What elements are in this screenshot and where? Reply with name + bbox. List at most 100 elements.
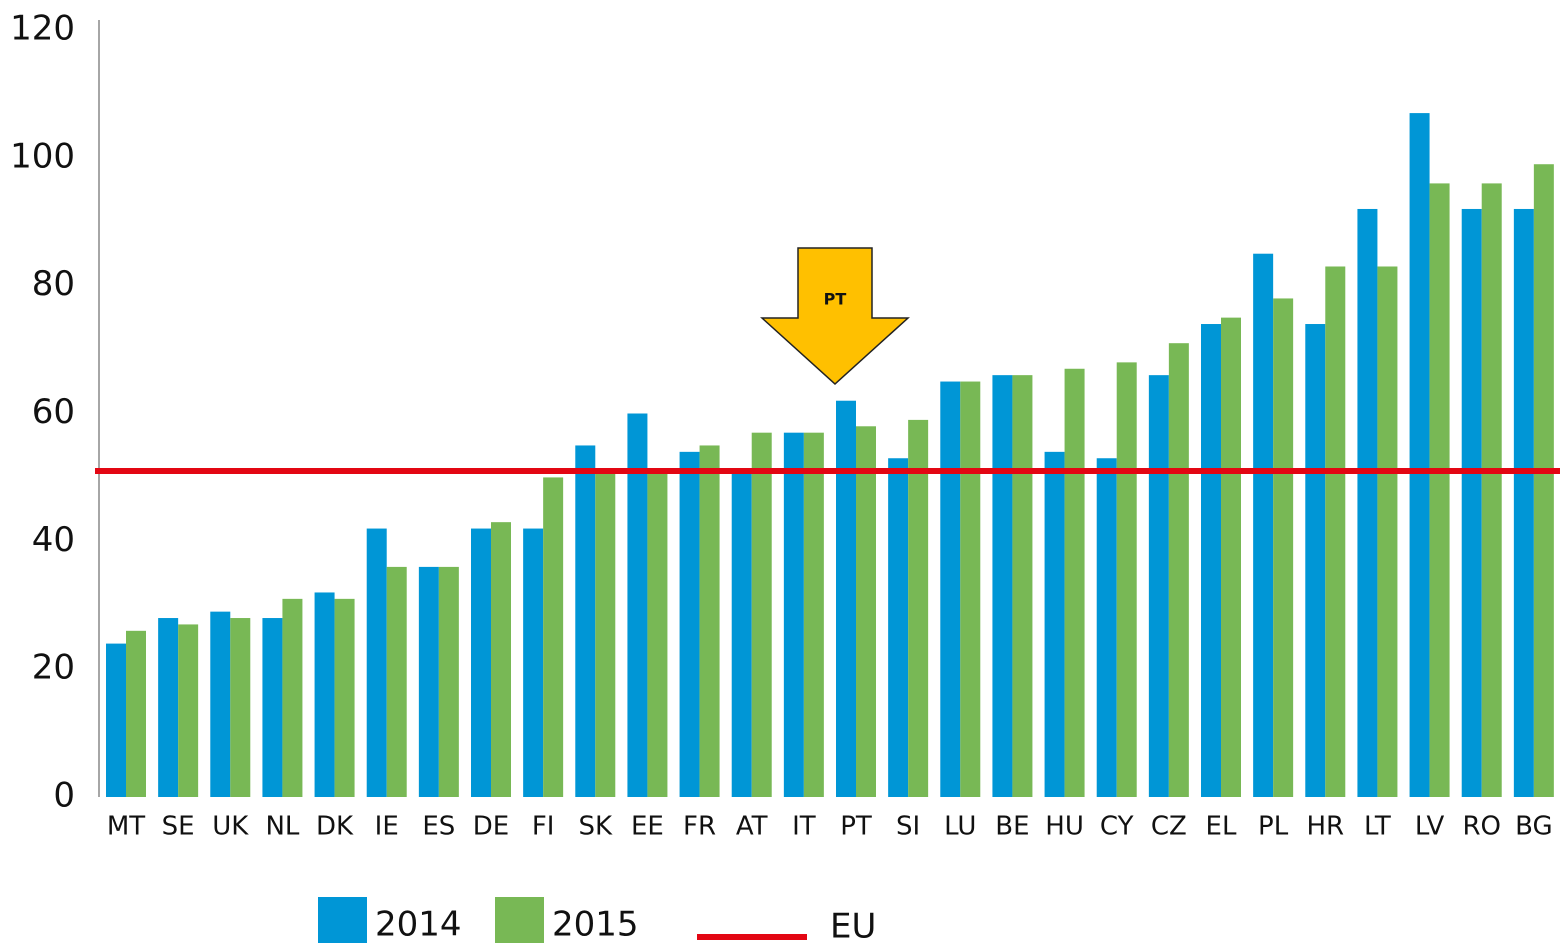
y-tick-label: 60: [32, 392, 75, 432]
bar: [314, 592, 335, 797]
bar: [1325, 266, 1346, 797]
bar: [106, 643, 126, 797]
bar: [1148, 375, 1169, 797]
legend-swatch: [495, 897, 544, 943]
y-tick-label: 100: [10, 136, 75, 176]
x-tick-label: LT: [1364, 812, 1391, 842]
x-tick-label: HU: [1045, 812, 1084, 842]
x-tick-label: SI: [896, 812, 920, 842]
bar: [731, 471, 752, 797]
x-tick-label: CZ: [1151, 812, 1187, 842]
bar: [418, 566, 439, 797]
bar: [1305, 324, 1326, 797]
bar: [1481, 183, 1502, 797]
x-tick-label: EE: [631, 812, 664, 842]
x-tick-label: FR: [683, 812, 716, 842]
x-tick-label: RO: [1462, 812, 1501, 842]
bar: [262, 618, 283, 797]
bar: [386, 566, 407, 797]
bar: [1409, 113, 1430, 797]
bar: [836, 400, 856, 797]
bar: [627, 413, 648, 797]
bar: [523, 528, 544, 797]
bar: [334, 598, 355, 797]
x-tick-label: BE: [995, 812, 1029, 842]
x-tick-label: SE: [162, 812, 195, 842]
x-tick-label: IT: [792, 812, 816, 842]
bar: [1429, 183, 1450, 797]
bar: [1012, 375, 1033, 797]
bar: [126, 630, 146, 797]
y-tick-label: 0: [53, 776, 75, 816]
x-tick-label: CY: [1100, 812, 1134, 842]
bar: [751, 432, 772, 797]
bar: [471, 528, 491, 797]
bar: [282, 598, 303, 797]
x-tick-label: BG: [1515, 812, 1553, 842]
bar: [210, 611, 231, 797]
bar: [158, 618, 179, 797]
legend-label: 2015: [552, 905, 639, 945]
y-tick-label: 120: [10, 9, 75, 49]
x-tick-label: FI: [532, 812, 555, 842]
legend-label: EU: [830, 907, 876, 945]
bar: [1116, 362, 1137, 797]
x-tick-label: DK: [316, 812, 354, 842]
x-tick-label: LV: [1415, 812, 1445, 842]
legend-swatch: [318, 897, 367, 943]
bar: [1533, 164, 1554, 798]
x-tick-label: EL: [1206, 812, 1237, 842]
bar: [1253, 253, 1274, 798]
x-tick-label: ES: [422, 812, 455, 842]
annotation-arrow: [760, 247, 910, 386]
bar: [595, 471, 616, 797]
bar: [543, 477, 564, 797]
x-tick-label: UK: [212, 812, 249, 842]
x-tick-label: IE: [375, 812, 399, 842]
x-tick-label: MT: [107, 812, 145, 842]
annotation-text: PT: [824, 290, 847, 309]
x-tick-label: DE: [473, 812, 509, 842]
bar: [1096, 458, 1117, 797]
x-tick-label: AT: [736, 812, 768, 842]
x-tick-label: LU: [944, 812, 976, 842]
bar: [908, 419, 929, 797]
bar: [888, 458, 909, 797]
bar: [491, 522, 511, 797]
bar: [438, 566, 459, 797]
legend-label: 2014: [375, 905, 462, 945]
bar: [575, 445, 596, 797]
bar: [1064, 368, 1085, 797]
x-tick-label: SK: [579, 812, 614, 842]
bar: [1461, 208, 1482, 797]
bar: [1201, 324, 1221, 797]
bar: [856, 426, 876, 797]
bar: [366, 528, 387, 797]
bar: [679, 451, 700, 797]
bar: [940, 381, 961, 797]
y-tick-label: 80: [32, 264, 75, 304]
y-tick-label: 40: [32, 520, 75, 560]
bar: [992, 375, 1013, 797]
bar: [960, 381, 981, 797]
bar: [803, 432, 824, 797]
bar: [699, 445, 720, 797]
x-tick-label: NL: [265, 812, 299, 842]
bar: [1273, 298, 1294, 797]
x-tick-label: PL: [1258, 812, 1289, 842]
bar: [1044, 451, 1065, 797]
bar: [1221, 317, 1241, 797]
y-tick-label: 20: [32, 648, 75, 688]
x-tick-label: HR: [1306, 812, 1344, 842]
bar: [647, 471, 668, 797]
bar: [1513, 208, 1534, 797]
x-tick-label: PT: [840, 812, 872, 842]
bar: [1168, 343, 1189, 797]
bar: [1377, 266, 1398, 797]
bar: [178, 624, 199, 797]
bar: [230, 618, 251, 797]
bar: [1357, 208, 1378, 797]
bar: [783, 432, 804, 797]
